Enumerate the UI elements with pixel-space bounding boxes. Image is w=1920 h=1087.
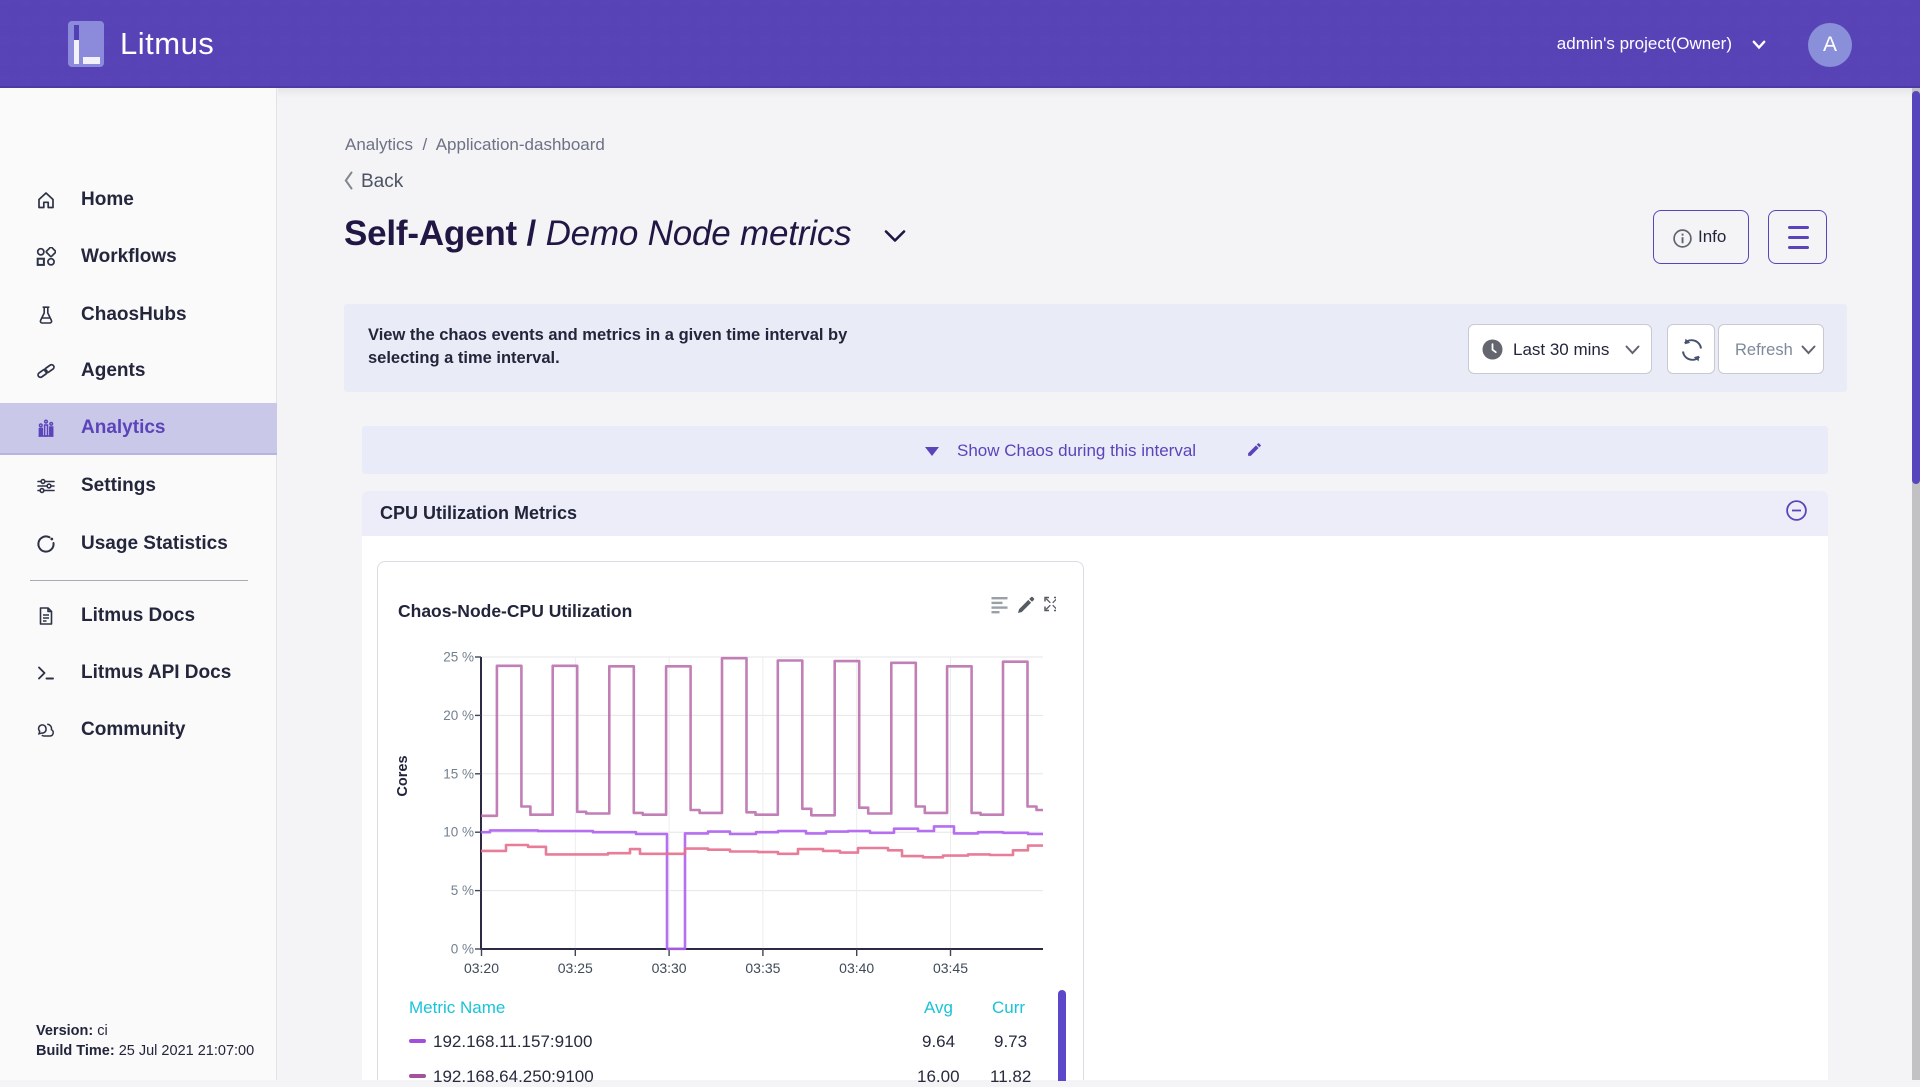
svg-text:5 %: 5 % (451, 883, 474, 898)
svg-text:10 %: 10 % (443, 825, 474, 840)
svg-text:03:20: 03:20 (464, 960, 499, 976)
svg-text:03:35: 03:35 (745, 960, 780, 976)
svg-text:Cores: Cores (395, 755, 411, 796)
svg-text:03:40: 03:40 (839, 960, 874, 976)
svg-text:20 %: 20 % (443, 708, 474, 723)
svg-text:0 %: 0 % (451, 942, 474, 957)
svg-text:03:30: 03:30 (652, 960, 687, 976)
svg-text:03:45: 03:45 (933, 960, 968, 976)
svg-text:25 %: 25 % (443, 650, 474, 665)
svg-text:15 %: 15 % (443, 766, 474, 781)
svg-text:03:25: 03:25 (558, 960, 593, 976)
